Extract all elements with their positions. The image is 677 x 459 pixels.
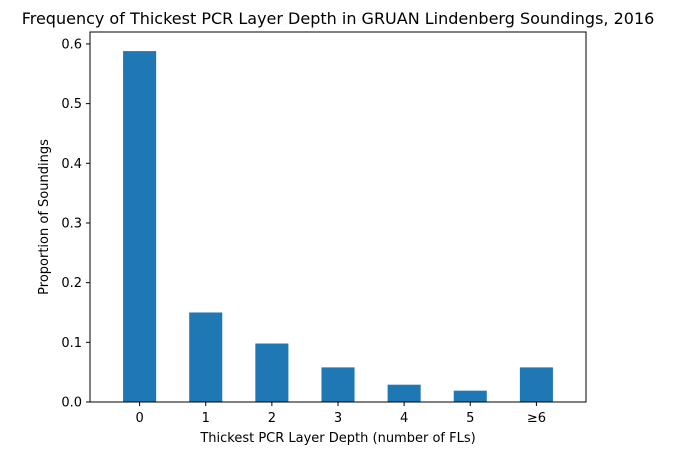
x-tick-label-5: 5 (466, 411, 474, 426)
bar-1 (189, 312, 223, 402)
x-tick-label-1: 1 (202, 411, 210, 426)
x-tick-label-0: 0 (135, 411, 143, 426)
chart-title: Frequency of Thickest PCR Layer Depth in… (22, 9, 655, 28)
bar-4 (387, 384, 421, 402)
y-tick-label-5: 0.5 (61, 97, 82, 112)
x-axis: 0 1 2 3 4 5 ≥6 (135, 402, 546, 426)
y-tick-label-0: 0.0 (61, 396, 82, 411)
y-tick-label-6: 0.6 (61, 37, 82, 52)
y-tick-label-4: 0.4 (61, 157, 82, 172)
bars-group (123, 51, 553, 402)
bar-2 (255, 343, 289, 402)
y-tick-label-1: 0.1 (61, 336, 82, 351)
x-tick-label-3: 3 (334, 411, 342, 426)
bar-5 (453, 390, 487, 402)
y-tick-label-3: 0.3 (61, 216, 82, 231)
bar-3 (321, 367, 355, 402)
y-axis: 0.0 0.1 0.2 0.3 0.4 0.5 0.6 (61, 37, 90, 411)
y-axis-label: Proportion of Soundings (37, 139, 52, 295)
bar-0 (123, 51, 157, 402)
x-tick-label-6: ≥6 (527, 411, 546, 426)
plot-frame (89, 31, 587, 403)
y-tick-label-2: 0.2 (61, 276, 82, 291)
bar-6 (519, 367, 553, 402)
x-axis-label: Thickest PCR Layer Depth (number of FLs) (199, 431, 475, 446)
x-tick-label-4: 4 (400, 411, 408, 426)
x-tick-label-2: 2 (268, 411, 276, 426)
